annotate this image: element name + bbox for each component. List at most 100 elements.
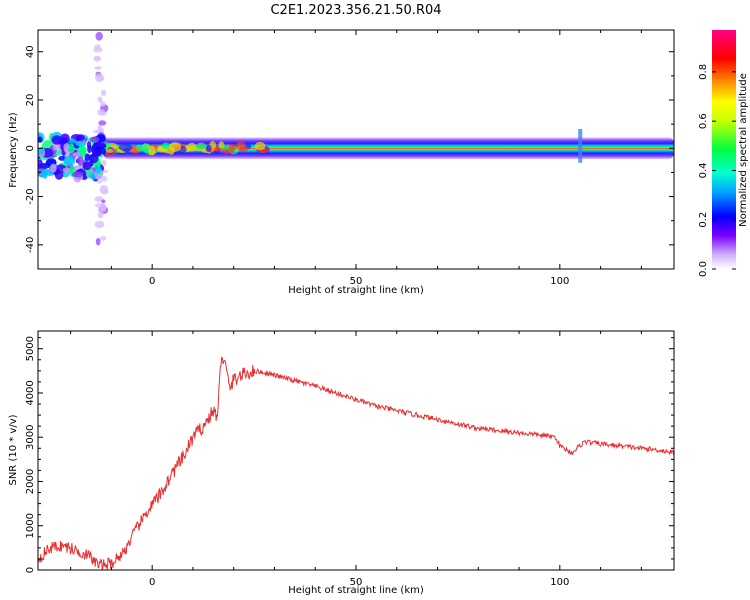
- spectrogram-panel: 0 50 100 40 20 0 -20 -40 Height of straight lin…: [8, 29, 675, 296]
- heatmap-cell: [142, 143, 149, 153]
- heatmap-cell: [89, 158, 94, 167]
- heatmap-cell: [195, 142, 207, 150]
- heatmap-cell: [101, 199, 106, 204]
- colorbar-ticks: 0.0 0.2 0.4 0.6 0.8: [698, 64, 736, 277]
- snr-xtick-label: 0: [149, 577, 155, 588]
- heatmap-cell: [96, 179, 103, 184]
- snr-xtick-label: 50: [350, 577, 363, 588]
- spec-ytick-label: 0: [25, 145, 36, 151]
- heatmap-cell: [89, 136, 100, 143]
- heatmap-cell: [72, 152, 81, 157]
- heatmap-cell: [93, 142, 103, 147]
- heatmap-cell: [63, 155, 76, 167]
- spectrogram-heatmap: [38, 31, 674, 246]
- heatmap-band: [103, 137, 674, 160]
- spec-xtick-label: 0: [149, 276, 155, 287]
- colorbar-label: Normalized spectral amplitude: [738, 73, 749, 227]
- heatmap-cell: [42, 168, 49, 179]
- heatmap-cell: [254, 141, 266, 151]
- heatmap-cell: [72, 171, 84, 178]
- heatmap-cell: [38, 148, 45, 155]
- heatmap-cell: [77, 154, 84, 166]
- heatmap-cell: [97, 208, 104, 212]
- heatmap-cell: [68, 143, 75, 154]
- colorbar-gradient: [712, 30, 736, 269]
- heatmap-cell: [228, 143, 235, 154]
- heatmap-cell: [97, 96, 103, 103]
- heatmap-cell: [99, 236, 107, 241]
- heatmap-cell: [76, 134, 85, 142]
- heatmap-cell: [100, 101, 106, 107]
- heatmap-cell: [94, 56, 101, 62]
- heatmap-cell: [98, 120, 107, 126]
- snr-ytick-label: 4000: [25, 380, 36, 405]
- spec-xtick-label: 50: [350, 276, 363, 287]
- snr-ytick-label: 5000: [25, 336, 36, 361]
- heatmap-cell: [161, 142, 171, 150]
- snr-ytick-label: 2000: [25, 469, 36, 494]
- heatmap-cell: [118, 143, 133, 152]
- heatmap-cell: [94, 165, 102, 174]
- heatmap-cell: [106, 148, 114, 153]
- heatmap-cell: [94, 66, 102, 70]
- heatmap-cell: [95, 237, 101, 246]
- colorbar-tick-label: 0.2: [698, 212, 709, 228]
- heatmap-cell: [213, 147, 223, 152]
- snr-xtick-label: 100: [550, 577, 569, 588]
- heatmap-cell: [38, 136, 43, 143]
- spec-xtick-label: 100: [550, 276, 569, 287]
- spec-ytick-label: 40: [25, 45, 36, 58]
- heatmap-cell: [100, 108, 106, 116]
- snr-ylabel: SNR (10 * v/v): [8, 414, 19, 485]
- heatmap-spike: [578, 128, 583, 163]
- spec-ytick-label: -20: [25, 188, 36, 204]
- heatmap-cell: [94, 44, 101, 50]
- heatmap-cell: [148, 145, 156, 156]
- heatmap-cell: [236, 141, 246, 151]
- heatmap-cell: [100, 176, 108, 182]
- heatmap-cell: [100, 160, 107, 167]
- heatmap-cell: [87, 145, 92, 154]
- colorbar-tick-label: 0.0: [698, 261, 709, 277]
- spec-ytick-label: -40: [25, 237, 36, 253]
- heatmap-cell: [54, 171, 64, 180]
- heatmap-cell: [100, 188, 109, 195]
- spectrogram-ticks: 0 50 100 40 20 0 -20 -40: [25, 30, 674, 287]
- heatmap-cell: [97, 127, 104, 134]
- snr-ytick-label: 3000: [25, 424, 36, 449]
- colorbar-tick-label: 0.4: [698, 162, 709, 178]
- heatmap-cell: [186, 142, 197, 152]
- colorbar: 0.0 0.2 0.4 0.6 0.8 Normalized spectral ampl…: [698, 30, 749, 277]
- heatmap-cell: [97, 211, 104, 219]
- heatmap-cell: [63, 142, 70, 153]
- spectrogram-ylabel: Frequency (Hz): [8, 112, 19, 188]
- heatmap-cell: [51, 135, 62, 145]
- colorbar-tick-label: 0.6: [698, 113, 709, 129]
- heatmap-cell: [49, 163, 57, 173]
- spectrogram-xlabel: Height of straight line (km): [288, 285, 424, 296]
- heatmap-cell: [94, 196, 104, 203]
- colorbar-tick-label: 0.8: [698, 64, 709, 80]
- heatmap-cell: [84, 153, 91, 162]
- heatmap-cell: [205, 144, 212, 153]
- heatmap-cell: [82, 161, 92, 171]
- heatmap-cell: [95, 31, 103, 41]
- snr-frame: [37, 330, 675, 571]
- heatmap-cell: [74, 140, 87, 147]
- heatmap-cell: [100, 89, 107, 97]
- heatmap-cell: [95, 203, 105, 208]
- snr-ytick-label: 0: [25, 567, 36, 573]
- snr-xlabel: Height of straight line (km): [288, 585, 424, 596]
- snr-ytick-label: 1000: [25, 513, 36, 538]
- heatmap-cell: [39, 172, 45, 178]
- heatmap-cell: [38, 162, 51, 169]
- heatmap-cell: [168, 142, 182, 152]
- heatmap-cell: [53, 142, 61, 151]
- snr-series-line: [38, 356, 674, 570]
- heatmap-cell: [135, 144, 144, 152]
- spec-ytick-label: 20: [25, 94, 36, 107]
- heatmap-cell: [62, 167, 71, 173]
